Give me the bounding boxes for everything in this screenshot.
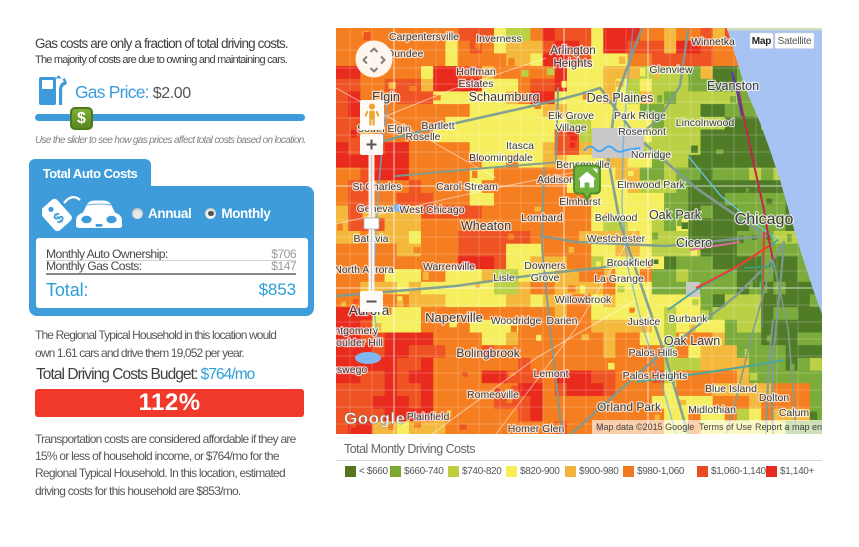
svg-text:Calum: Calum [779,407,810,419]
svg-text:Elmwood Park: Elmwood Park [617,179,685,191]
svg-text:Addison: Addison [537,174,575,186]
svg-text:Park Ridge: Park Ridge [614,110,666,122]
svg-text:North Aurora: North Aurora [336,264,394,276]
svg-text:Geneva: Geneva [357,203,394,215]
svg-text:Norridge: Norridge [631,149,671,161]
svg-text:Darien: Darien [547,315,578,327]
svg-text:Dundee: Dundee [387,48,424,60]
svg-text:Carpentersville: Carpentersville [389,31,459,43]
svg-text:Lincolnwood: Lincolnwood [676,117,735,129]
svg-text:West Chicago: West Chicago [399,204,464,216]
svg-text:Homer Glen: Homer Glen [508,423,565,434]
svg-text:Romeoville: Romeoville [467,389,519,401]
svg-text:Des Plaines: Des Plaines [587,91,654,105]
svg-text:Bellwood: Bellwood [595,212,638,224]
svg-text:Woodridge: Woodridge [491,315,542,327]
svg-text:Plainfield: Plainfield [407,411,450,423]
svg-text:Oak Park: Oak Park [649,208,702,222]
svg-text:Estates: Estates [458,78,493,90]
svg-text:Grove: Grove [531,272,560,284]
svg-text:La Grange: La Grange [594,273,644,285]
svg-text:Palos Hills: Palos Hills [628,347,677,359]
svg-text:Schaumburg: Schaumburg [469,90,540,104]
svg-text:Chicago: Chicago [735,211,794,228]
svg-text:Terms of Use: Terms of Use [699,422,752,432]
svg-text:Map data ©2015 Google: Map data ©2015 Google [596,422,694,432]
svg-text:Westchester: Westchester [587,233,646,245]
svg-text:Hoffman: Hoffman [456,66,496,78]
svg-text:Elk Grove: Elk Grove [548,110,594,122]
svg-text:Glenview: Glenview [649,64,693,76]
svg-text:Lemont: Lemont [533,368,568,380]
svg-text:Palos Heights: Palos Heights [623,370,688,382]
svg-text:Orland Park: Orland Park [597,400,662,414]
svg-text:Blue Island: Blue Island [705,383,757,395]
svg-text:Evanston: Evanston [707,79,759,93]
svg-text:Justice: Justice [628,316,661,328]
svg-text:Brookfield: Brookfield [607,257,654,269]
svg-text:Bolingbrook: Bolingbrook [456,346,520,360]
svg-text:Oswego: Oswego [336,364,367,376]
svg-text:Lombard: Lombard [521,212,563,224]
svg-text:Arlington: Arlington [550,45,595,57]
svg-text:Lisle: Lisle [493,272,515,284]
svg-text:Oak Lawn: Oak Lawn [664,334,720,348]
svg-text:Downers: Downers [524,260,565,272]
svg-text:Burbank: Burbank [668,313,708,325]
svg-text:Satellite: Satellite [778,36,812,47]
svg-text:Map: Map [752,36,771,47]
svg-text:Inverness: Inverness [476,33,522,45]
svg-text:Cicero: Cicero [676,236,712,250]
svg-text:Google: Google [344,409,406,428]
svg-text:Bartlett: Bartlett [421,120,454,132]
svg-text:Village: Village [555,122,586,134]
svg-text:Dolton: Dolton [759,392,790,404]
svg-text:Heights: Heights [554,58,593,70]
svg-text:Boulder Hill: Boulder Hill [336,337,383,349]
svg-text:Winnetka: Winnetka [691,36,735,48]
svg-text:Report a map error: Report a map error [755,422,822,432]
svg-text:Carol Stream: Carol Stream [436,181,498,193]
svg-text:Itasca: Itasca [506,140,534,152]
svg-text:Wheaton: Wheaton [461,219,511,233]
svg-text:Montgomery: Montgomery [336,325,379,337]
svg-text:Roselle: Roselle [405,131,440,143]
svg-text:Midlothian: Midlothian [688,404,736,416]
svg-text:Elmhurst: Elmhurst [559,196,601,208]
svg-text:Rosemont: Rosemont [618,126,666,138]
svg-text:St Charles: St Charles [352,181,401,193]
svg-text:Naperville: Naperville [425,310,483,325]
svg-text:Warrenville: Warrenville [423,261,475,273]
svg-text:Willowbrook: Willowbrook [555,294,612,306]
svg-text:Bloomingdale: Bloomingdale [469,152,533,164]
